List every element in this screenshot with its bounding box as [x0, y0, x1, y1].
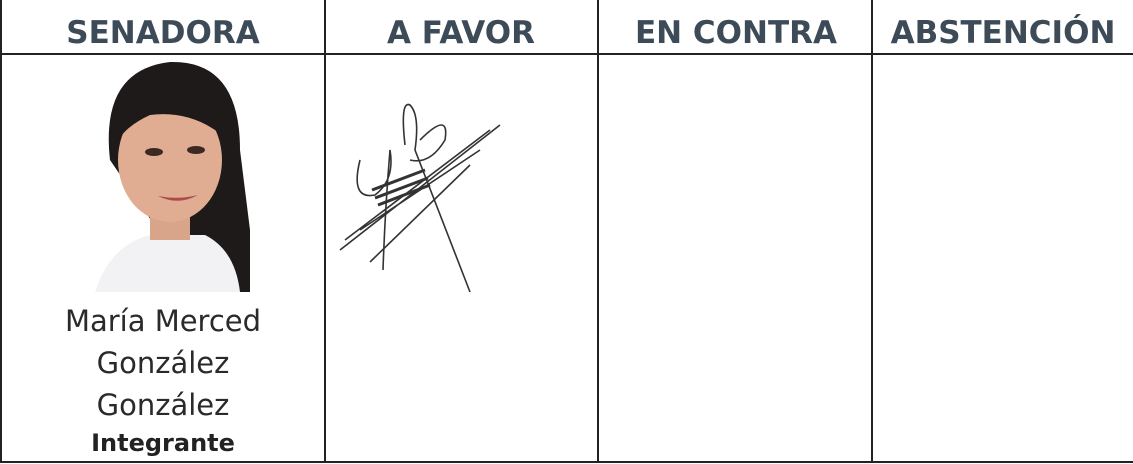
senator-name-line: González: [97, 388, 230, 422]
senator-photo: [95, 61, 250, 293]
header-cell: A FAVOR: [387, 15, 535, 51]
header-cell: EN CONTRA: [635, 15, 837, 51]
senator-role: Integrante: [91, 429, 235, 457]
header-cell: ABSTENCIÓN: [891, 14, 1116, 51]
senator-name-line: María Merced: [65, 304, 261, 338]
header-cell: SENADORA: [66, 15, 259, 51]
senator-name-line: González: [97, 346, 230, 380]
signature: [339, 103, 501, 293]
